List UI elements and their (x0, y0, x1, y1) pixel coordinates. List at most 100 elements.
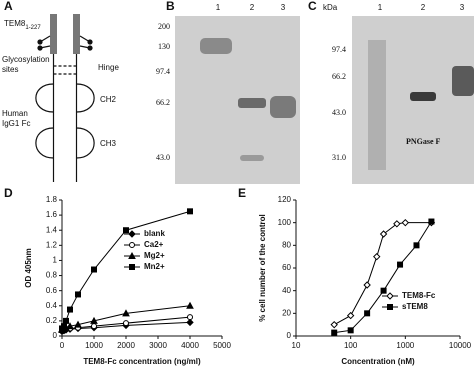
legend-marker (129, 242, 135, 248)
x-tick-label: 0 (60, 341, 65, 350)
y-axis-title: % cell number of the control (258, 214, 267, 322)
point (63, 317, 69, 324)
point (379, 230, 388, 238)
tem8-label: TEM81-227 (4, 19, 41, 30)
point (123, 320, 129, 327)
legend-label: sTEM8 (402, 302, 428, 311)
y-tick-label: 0.6 (46, 286, 58, 295)
y-tick-label: 1.6 (46, 210, 58, 219)
x-tick-label: 5000 (213, 341, 231, 350)
y-tick-label: 80 (282, 240, 291, 249)
marker-label: 43.0 (156, 153, 170, 162)
lane-label: 3 (281, 3, 286, 12)
x-axis-title: Concentration (nM) (341, 357, 415, 366)
y-tick-label: 40 (282, 286, 291, 295)
legend-label: Mg2+ (144, 251, 165, 260)
band (270, 96, 296, 118)
point (67, 306, 73, 313)
marker-label: 66.2 (332, 72, 346, 81)
lane-label: 1 (378, 3, 383, 12)
tem8-subscript: 1-227 (25, 25, 41, 31)
fc-label: IgG1 Fc (2, 119, 30, 128)
lane-label: 3 (460, 3, 465, 12)
x-tick-label: 10 (292, 341, 301, 350)
x-tick-label: 100 (344, 341, 358, 350)
point (90, 316, 98, 324)
legend-label: Mn2+ (144, 262, 165, 271)
point (428, 218, 435, 225)
point (91, 266, 97, 273)
glyco-label: sites (2, 65, 18, 74)
y-axis-title: OD 405nm (24, 248, 33, 288)
legend-marker (128, 230, 136, 238)
point (397, 261, 404, 268)
marker-label: 130 (158, 42, 170, 51)
glyco-label: Glycosylation (2, 55, 50, 64)
marker-label: 43.0 (332, 108, 346, 117)
marker-lane (368, 40, 386, 170)
legend-marker (386, 292, 394, 300)
y-tick-label: 1.8 (46, 195, 58, 204)
lane-label: 2 (250, 3, 255, 12)
lane-label: 1 (216, 3, 221, 12)
point (330, 320, 338, 329)
panel-letter: D (4, 186, 13, 200)
point (186, 301, 194, 309)
point (123, 227, 129, 234)
point (75, 291, 81, 298)
point (187, 314, 193, 321)
point (187, 208, 193, 215)
x-tick-label: 4000 (181, 341, 199, 350)
point (346, 311, 355, 320)
fc-label: Human (2, 109, 28, 118)
legend-label: Ca2+ (144, 240, 164, 249)
point (373, 252, 381, 261)
legend-marker (387, 304, 393, 310)
point (363, 281, 371, 289)
note-label: PNGase F (406, 137, 441, 146)
point (347, 327, 354, 334)
point (413, 242, 420, 249)
band (452, 66, 474, 96)
lane-label: 2 (421, 3, 426, 12)
y-tick-label: 60 (282, 263, 291, 272)
point (91, 323, 97, 330)
legend-label: TEM8-Fc (402, 291, 436, 300)
y-tick-label: 0 (53, 331, 58, 340)
y-tick-label: 0.8 (46, 271, 58, 280)
y-tick-label: 1.4 (46, 225, 58, 234)
x-tick-label: 10000 (449, 341, 472, 350)
point (364, 310, 371, 317)
legend-marker (128, 251, 136, 259)
point (66, 322, 74, 330)
y-tick-label: 100 (278, 218, 292, 227)
y-tick-label: 0.2 (46, 316, 58, 325)
point (401, 218, 410, 227)
band (240, 155, 264, 161)
panel-letter: C (308, 0, 317, 13)
panel-letter: A (4, 0, 13, 13)
y-tick-label: 1 (53, 256, 58, 265)
panel-letter: B (166, 0, 175, 13)
y-tick-label: 0.4 (46, 301, 58, 310)
y-tick-label: 0 (287, 331, 292, 340)
x-tick-label: 2000 (117, 341, 135, 350)
x-tick-label: 1000 (85, 341, 103, 350)
marker-label: 200 (158, 22, 170, 31)
point (61, 323, 67, 330)
legend-marker (129, 264, 135, 270)
y-tick-label: 120 (278, 195, 292, 204)
y-tick-label: 1.2 (46, 240, 58, 249)
band (410, 92, 436, 101)
point (393, 220, 401, 228)
marker-label: 97.4 (332, 45, 346, 54)
marker-label: 31.0 (332, 153, 346, 162)
panel-letter: E (238, 186, 246, 200)
marker-label: 66.2 (156, 98, 170, 107)
point (380, 287, 387, 294)
hinge-label: Hinge (98, 63, 119, 72)
x-tick-label: 3000 (149, 341, 167, 350)
x-tick-label: 1000 (396, 341, 414, 350)
tem8-name: TEM8 (4, 19, 26, 28)
